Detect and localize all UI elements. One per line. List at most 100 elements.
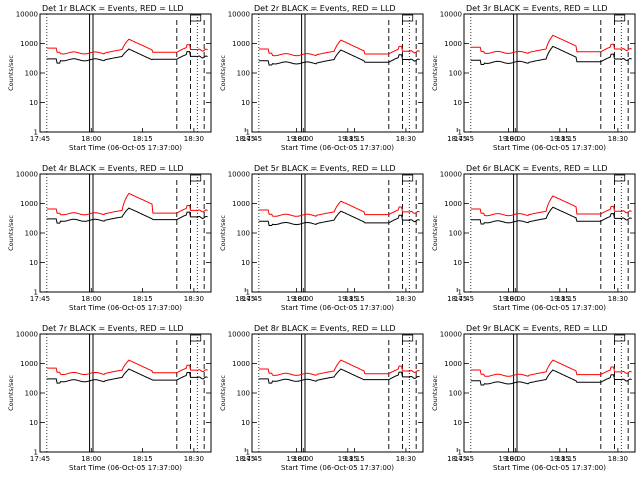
events-series-line bbox=[470, 206, 632, 225]
x-tick-label: 17:45 bbox=[454, 295, 474, 303]
y-tick-label: 1000 bbox=[232, 40, 250, 48]
x-tick-label: 19:15 bbox=[338, 455, 358, 463]
plot-frame bbox=[463, 333, 636, 453]
y-axis-label: Counts/sec bbox=[7, 215, 15, 251]
x-tick-label: 18:00 bbox=[81, 295, 101, 303]
x-tick-label: 18:45 bbox=[235, 135, 255, 143]
y-tick-label: 10 bbox=[453, 99, 462, 107]
y-tick-label: 1 bbox=[34, 289, 38, 297]
x-axis-label: Start Time (06-Oct-05 17:37:00) bbox=[281, 304, 394, 312]
x-tick-label: 18:15 bbox=[345, 455, 365, 463]
panel-title: Det 8r BLACK = Events, RED = LLD bbox=[254, 324, 396, 333]
y-tick-label: 100 bbox=[449, 390, 462, 398]
time-box-marker bbox=[614, 14, 626, 22]
x-tick-label: 19:15 bbox=[338, 295, 358, 303]
y-tick-label: 10 bbox=[241, 99, 250, 107]
x-tick-label: 17:45 bbox=[454, 455, 474, 463]
y-tick-label: 10 bbox=[29, 419, 38, 427]
x-tick-label: 17:45 bbox=[242, 135, 262, 143]
y-tick-label: 1 bbox=[246, 449, 250, 457]
y-tick-label: 100 bbox=[449, 70, 462, 78]
time-box-marker bbox=[190, 14, 202, 22]
time-box-marker bbox=[614, 334, 626, 342]
lld-series-line bbox=[258, 200, 420, 217]
x-tick-label: 18:00 bbox=[293, 455, 313, 463]
y-tick-label: 1 bbox=[246, 289, 250, 297]
panel-title: Det 7r BLACK = Events, RED = LLD bbox=[42, 324, 184, 333]
y-tick-label: 10000 bbox=[440, 331, 462, 339]
time-box-marker bbox=[190, 174, 202, 182]
x-tick-label: 18:15 bbox=[557, 295, 577, 303]
x-tick-label: 18:15 bbox=[133, 295, 153, 303]
x-tick-label: 18:15 bbox=[345, 295, 365, 303]
lld-series-line bbox=[258, 39, 420, 57]
lld-series-line bbox=[258, 359, 420, 376]
y-axis-label: Counts/sec bbox=[7, 375, 15, 411]
panel-2: Det 2r BLACK = Events, RED = LLD 1 10 100 10… bbox=[219, 4, 570, 152]
y-tick-label: 1 bbox=[458, 289, 462, 297]
plot-frame bbox=[463, 173, 636, 293]
panel-4: Det 4r BLACK = Events, RED = LLD 1 10 100 10… bbox=[7, 164, 358, 312]
events-series-line bbox=[470, 369, 632, 386]
y-tick-label: 10000 bbox=[228, 331, 250, 339]
x-tick-label: 18:00 bbox=[293, 295, 313, 303]
x-axis-label: Start Time (06-Oct-05 17:37:00) bbox=[493, 144, 606, 152]
x-axis-label: Start Time (06-Oct-05 17:37:00) bbox=[493, 304, 606, 312]
lld-series-line bbox=[470, 34, 632, 54]
time-box-marker bbox=[402, 174, 414, 182]
x-tick-label: 18:00 bbox=[505, 135, 525, 143]
x-tick-label: 18:30 bbox=[396, 135, 416, 143]
x-tick-label: 18:15 bbox=[557, 455, 577, 463]
y-axis-label: Counts/sec bbox=[7, 55, 15, 91]
events-series-line bbox=[258, 49, 420, 66]
y-tick-label: 10 bbox=[29, 99, 38, 107]
plot-frame bbox=[39, 13, 212, 133]
events-series-line bbox=[46, 48, 208, 64]
x-tick-label: 18:45 bbox=[235, 295, 255, 303]
panel-8: Det 8r BLACK = Events, RED = LLD 1 10 100 10… bbox=[219, 324, 570, 472]
lld-series-line bbox=[46, 192, 208, 216]
panel-title: Det 9r BLACK = Events, RED = LLD bbox=[466, 324, 608, 333]
y-tick-label: 10000 bbox=[16, 11, 38, 19]
x-tick-label: 18:00 bbox=[81, 135, 101, 143]
plot-frame bbox=[251, 173, 424, 293]
y-tick-label: 1000 bbox=[20, 200, 38, 208]
x-tick-label: 18:45 bbox=[235, 455, 255, 463]
y-tick-label: 100 bbox=[449, 230, 462, 238]
x-tick-label: 17:45 bbox=[454, 135, 474, 143]
x-tick-label: 19:00 bbox=[286, 455, 306, 463]
x-tick-label: 18:30 bbox=[608, 295, 628, 303]
x-tick-label: 19:15 bbox=[550, 135, 570, 143]
x-tick-label: 17:45 bbox=[30, 135, 50, 143]
y-tick-label: 1000 bbox=[232, 360, 250, 368]
x-tick-label: 17:45 bbox=[242, 295, 262, 303]
y-tick-label: 100 bbox=[237, 230, 250, 238]
x-tick-label: 18:30 bbox=[184, 455, 204, 463]
x-tick-label: 18:30 bbox=[608, 455, 628, 463]
y-tick-label: 10000 bbox=[228, 11, 250, 19]
y-tick-label: 10 bbox=[241, 259, 250, 267]
y-tick-label: 1 bbox=[458, 129, 462, 137]
y-axis-label: Counts/sec bbox=[219, 215, 227, 251]
x-tick-label: 18:45 bbox=[447, 135, 467, 143]
panel-title: Det 3r BLACK = Events, RED = LLD bbox=[466, 4, 608, 13]
y-tick-label: 100 bbox=[237, 390, 250, 398]
y-tick-label: 10000 bbox=[228, 171, 250, 179]
y-tick-label: 10 bbox=[453, 259, 462, 267]
x-tick-label: 19:00 bbox=[498, 135, 518, 143]
y-tick-label: 10000 bbox=[440, 171, 462, 179]
panel-7: Det 7r BLACK = Events, RED = LLD 1 10 100 10… bbox=[7, 324, 358, 472]
x-tick-label: 19:15 bbox=[550, 295, 570, 303]
events-series-line bbox=[470, 45, 632, 65]
x-tick-label: 18:30 bbox=[396, 455, 416, 463]
y-tick-label: 100 bbox=[237, 70, 250, 78]
x-tick-label: 18:00 bbox=[505, 295, 525, 303]
panel-5: Det 5r BLACK = Events, RED = LLD 1 10 100 10… bbox=[219, 164, 570, 312]
y-tick-label: 10000 bbox=[440, 11, 462, 19]
y-axis-label: Counts/sec bbox=[219, 55, 227, 91]
y-tick-label: 1 bbox=[458, 449, 462, 457]
x-tick-label: 18:15 bbox=[133, 455, 153, 463]
y-tick-label: 10 bbox=[241, 419, 250, 427]
x-tick-label: 19:00 bbox=[498, 295, 518, 303]
